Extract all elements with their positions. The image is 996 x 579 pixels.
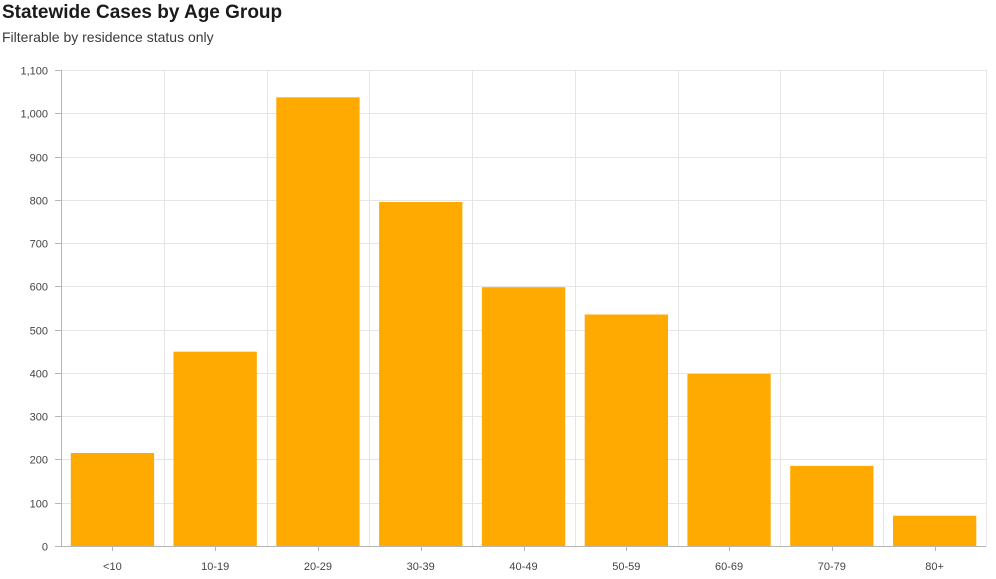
x-tick-label: <10 [103, 561, 122, 573]
axis-layer: 0 100 200 300 400 500 600 700 800 900 1,000 1,100 <1… [20, 66, 986, 573]
x-tick-label: 30-39 [407, 561, 435, 573]
x-tick-label: 50-59 [612, 561, 640, 573]
bar[interactable] [70, 453, 155, 546]
y-tick-label: 100 [30, 499, 48, 511]
x-tick-label: 10-19 [201, 561, 229, 573]
chart-header: Statewide Cases by Age Group Filterable … [2, 0, 282, 46]
bar[interactable] [481, 287, 566, 546]
x-tick-label: 40-49 [509, 561, 537, 573]
y-tick-label: 500 [30, 326, 48, 338]
y-tick-label: 900 [30, 153, 48, 165]
bar[interactable] [790, 465, 874, 546]
bar[interactable] [687, 373, 771, 546]
y-tick-label: 1,100 [20, 66, 48, 78]
y-tick-label: 200 [30, 455, 48, 467]
bar[interactable] [173, 351, 257, 546]
y-tick-label: 800 [30, 196, 48, 208]
chart-title: Statewide Cases by Age Group [2, 2, 283, 23]
bar[interactable] [276, 97, 360, 547]
bar[interactable] [893, 515, 977, 546]
x-tick-label: 70-79 [818, 561, 846, 573]
x-tick-label: 20-29 [304, 561, 332, 573]
y-tick-label: 300 [30, 412, 48, 424]
grid-layer [61, 70, 987, 546]
bar[interactable] [584, 314, 668, 547]
chart-subtitle: Filterable by residence status only [2, 29, 214, 45]
y-tick-label: 600 [30, 282, 48, 294]
bar-layer [70, 97, 977, 547]
bar[interactable] [379, 202, 463, 546]
y-tick-label: 1,000 [20, 109, 48, 121]
y-tick-label: 700 [30, 239, 48, 251]
x-tick-label: 60-69 [715, 561, 743, 573]
x-tick-label: 80+ [925, 561, 944, 573]
y-tick-label: 0 [42, 542, 48, 554]
y-tick-label: 400 [30, 369, 48, 381]
